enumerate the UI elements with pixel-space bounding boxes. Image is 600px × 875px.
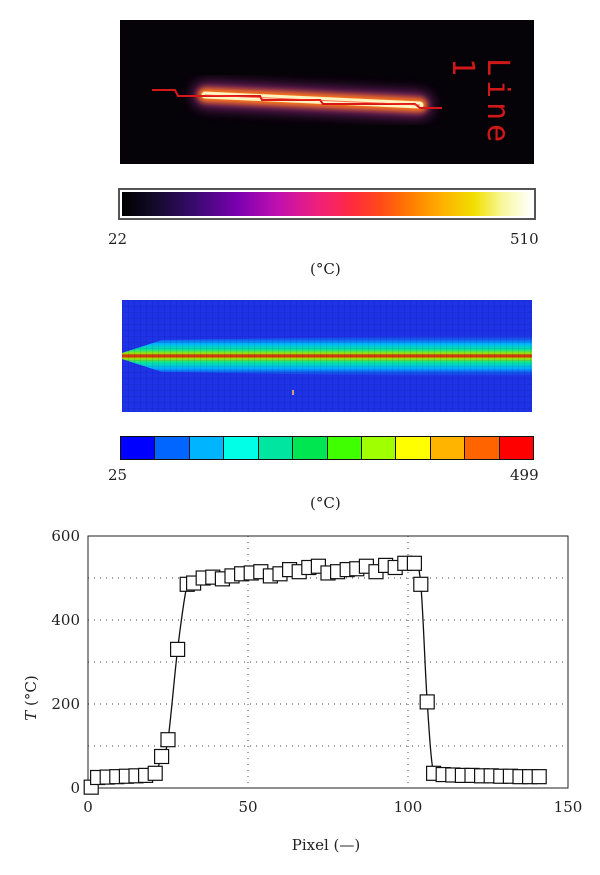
data-point [406, 555, 422, 571]
thermal-colorbar-min: 22 [108, 230, 128, 248]
x-axis-label: Pixel (—) [292, 836, 361, 854]
x-tick-label: 150 [554, 798, 583, 816]
data-point [170, 641, 186, 658]
y-axis-label: T (°C) [22, 675, 40, 720]
thermal-colorbar-max: 510 [510, 230, 539, 248]
colorbar-segment [293, 437, 328, 459]
temperature-profile-chart: 0 200 400 600 0 50 100 150 Pixel (—) T (°C) [22, 527, 583, 854]
x-tick-label: 100 [394, 798, 423, 816]
data-point [419, 694, 435, 710]
data-point [147, 765, 163, 781]
line-label: Line 1 [445, 58, 515, 147]
colorbar-segment [465, 437, 500, 459]
x-tick-label: 50 [238, 798, 257, 816]
y-tick-label: 400 [51, 611, 80, 629]
simulation-colorbar-min: 25 [108, 466, 128, 484]
colorbar-segment [224, 437, 259, 459]
y-tick-label: 0 [70, 779, 80, 797]
data-point [531, 769, 547, 785]
colorbar-segment [155, 437, 190, 459]
x-tick-label: 0 [83, 798, 93, 816]
data-point [413, 576, 429, 592]
simulation-colorbar [120, 436, 534, 460]
simulation-colorbar-unit: (°C) [310, 494, 341, 512]
simulation-image [122, 300, 532, 412]
colorbar-segment [430, 437, 466, 459]
y-tick-label: 600 [51, 527, 80, 545]
colorbar-segment [499, 437, 534, 459]
colorbar-segment [327, 437, 362, 459]
colorbar-segment [361, 437, 397, 459]
data-point [154, 748, 170, 765]
colorbar-segment [258, 437, 294, 459]
data-point [160, 732, 176, 748]
thermal-colorbar-unit: (°C) [310, 260, 341, 278]
colorbar-segment [396, 437, 431, 459]
thermal-image: Line 1 [120, 20, 534, 164]
simulation-colorbar-max: 499 [510, 466, 539, 484]
measurement-line [152, 89, 442, 109]
y-tick-label: 200 [51, 695, 80, 713]
thermal-colorbar [118, 188, 536, 220]
colorbar-segment [121, 437, 156, 459]
colorbar-segment [189, 437, 225, 459]
plot-frame [87, 535, 569, 789]
